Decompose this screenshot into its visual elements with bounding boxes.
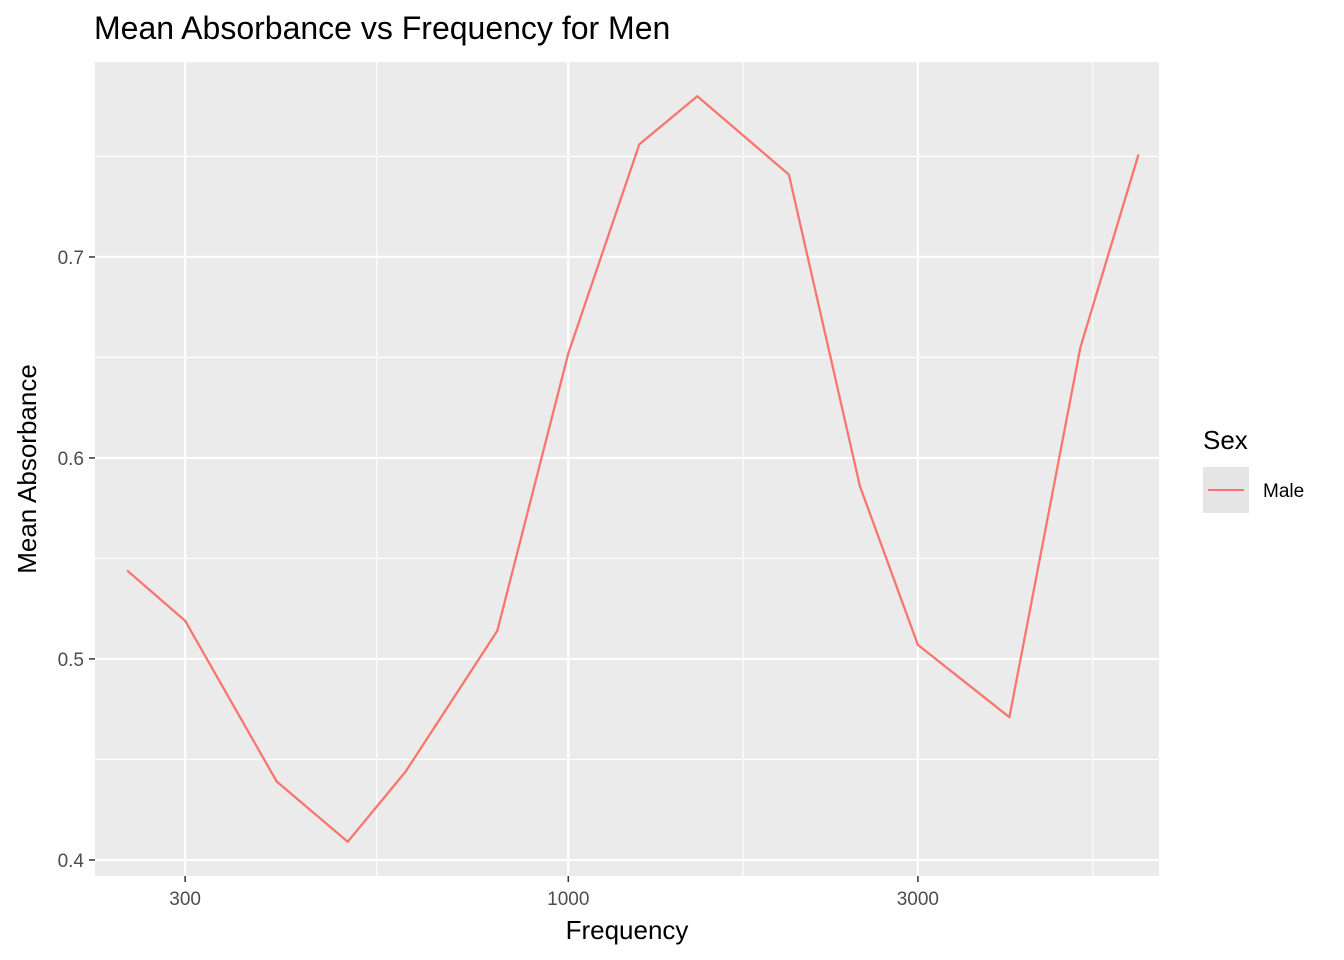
x-tick-label: 300 — [169, 889, 201, 910]
legend-label-male: Male — [1263, 481, 1304, 502]
grid-major — [95, 62, 1159, 876]
grid-minor — [95, 62, 1159, 876]
y-tick-label: 0.4 — [58, 851, 85, 872]
y-tick-label: 0.7 — [58, 248, 84, 269]
y-tick-label: 0.6 — [58, 449, 84, 470]
x-tick-label: 1000 — [547, 889, 589, 910]
y-axis-title: Mean Absorbance — [12, 364, 42, 574]
axis-layer: 300 1000 3000 0.4 0.5 0.6 0.7 — [58, 248, 939, 910]
legend-title: Sex — [1203, 425, 1248, 455]
x-tick-label: 3000 — [897, 889, 939, 910]
y-tick-label: 0.5 — [58, 650, 84, 671]
legend: Sex Male — [1203, 425, 1304, 513]
x-axis-title: Frequency — [566, 915, 689, 945]
series-line-male — [126, 95, 1140, 843]
series-layer — [126, 95, 1140, 843]
chart-title: Mean Absorbance vs Frequency for Men — [94, 10, 670, 46]
plot-panel — [95, 62, 1159, 876]
